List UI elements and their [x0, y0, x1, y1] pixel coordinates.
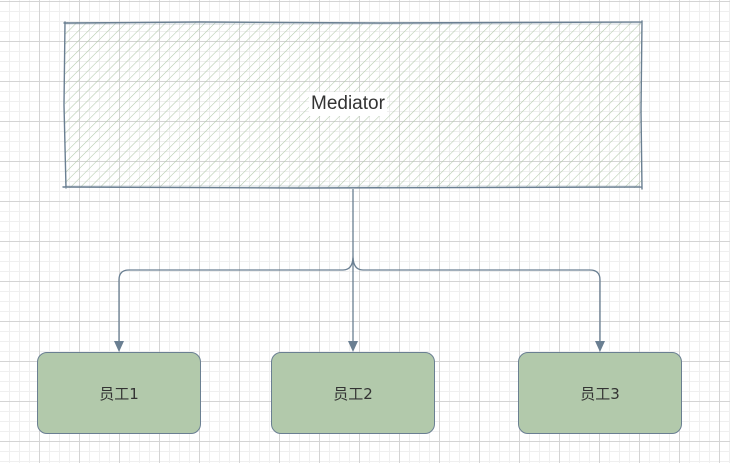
connector-trunk — [342, 189, 364, 271]
connector-to-employee-1 — [114, 269, 343, 352]
employee-node-3[interactable]: 员工3 — [518, 352, 682, 434]
arrowhead-icon — [348, 341, 358, 352]
connector-to-employee-3 — [363, 269, 605, 352]
employee-node-1[interactable]: 员工1 — [37, 352, 201, 434]
connector-to-employee-2 — [348, 258, 358, 352]
mediator-label: Mediator — [309, 92, 387, 116]
arrowhead-icon — [595, 341, 605, 352]
employee-node-2[interactable]: 员工2 — [271, 352, 435, 434]
arrowhead-icon — [114, 341, 124, 352]
employee-node-label: 员工2 — [333, 384, 373, 403]
employee-node-label: 员工1 — [99, 384, 139, 403]
employee-node-label: 员工3 — [580, 384, 620, 403]
